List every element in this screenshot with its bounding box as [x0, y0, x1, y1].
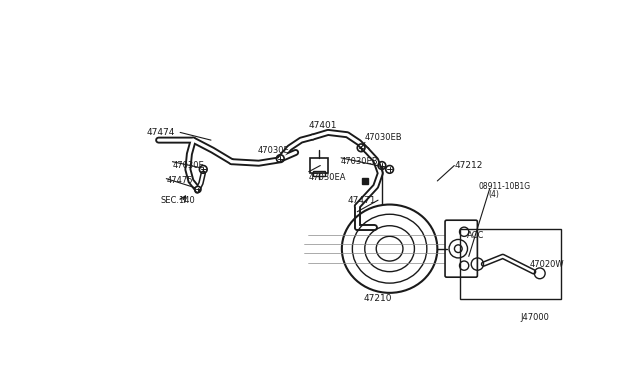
Text: J47000: J47000 — [520, 313, 549, 322]
Text: 47020W: 47020W — [530, 260, 564, 269]
Text: 47474: 47474 — [147, 128, 175, 137]
Bar — [312, 171, 325, 176]
Text: 47212: 47212 — [455, 161, 483, 170]
Text: 47210: 47210 — [364, 294, 392, 303]
Text: 47030E: 47030E — [257, 147, 289, 155]
Text: 47030EA: 47030EA — [308, 173, 346, 182]
FancyBboxPatch shape — [445, 220, 477, 277]
Text: 47475: 47475 — [166, 176, 193, 185]
Text: 47030EB: 47030EB — [365, 132, 403, 141]
Text: 47401: 47401 — [308, 121, 337, 130]
Bar — [362, 178, 368, 184]
Text: 47471: 47471 — [348, 196, 376, 205]
Text: 47030E: 47030E — [172, 161, 204, 170]
Bar — [310, 158, 328, 173]
Text: 47030EB: 47030EB — [341, 157, 379, 166]
Text: ACC: ACC — [467, 231, 484, 240]
Text: (4): (4) — [488, 189, 499, 199]
Text: 08911-10B1G: 08911-10B1G — [478, 182, 531, 191]
Text: SEC.140: SEC.140 — [160, 196, 195, 205]
Bar — [460, 230, 561, 299]
